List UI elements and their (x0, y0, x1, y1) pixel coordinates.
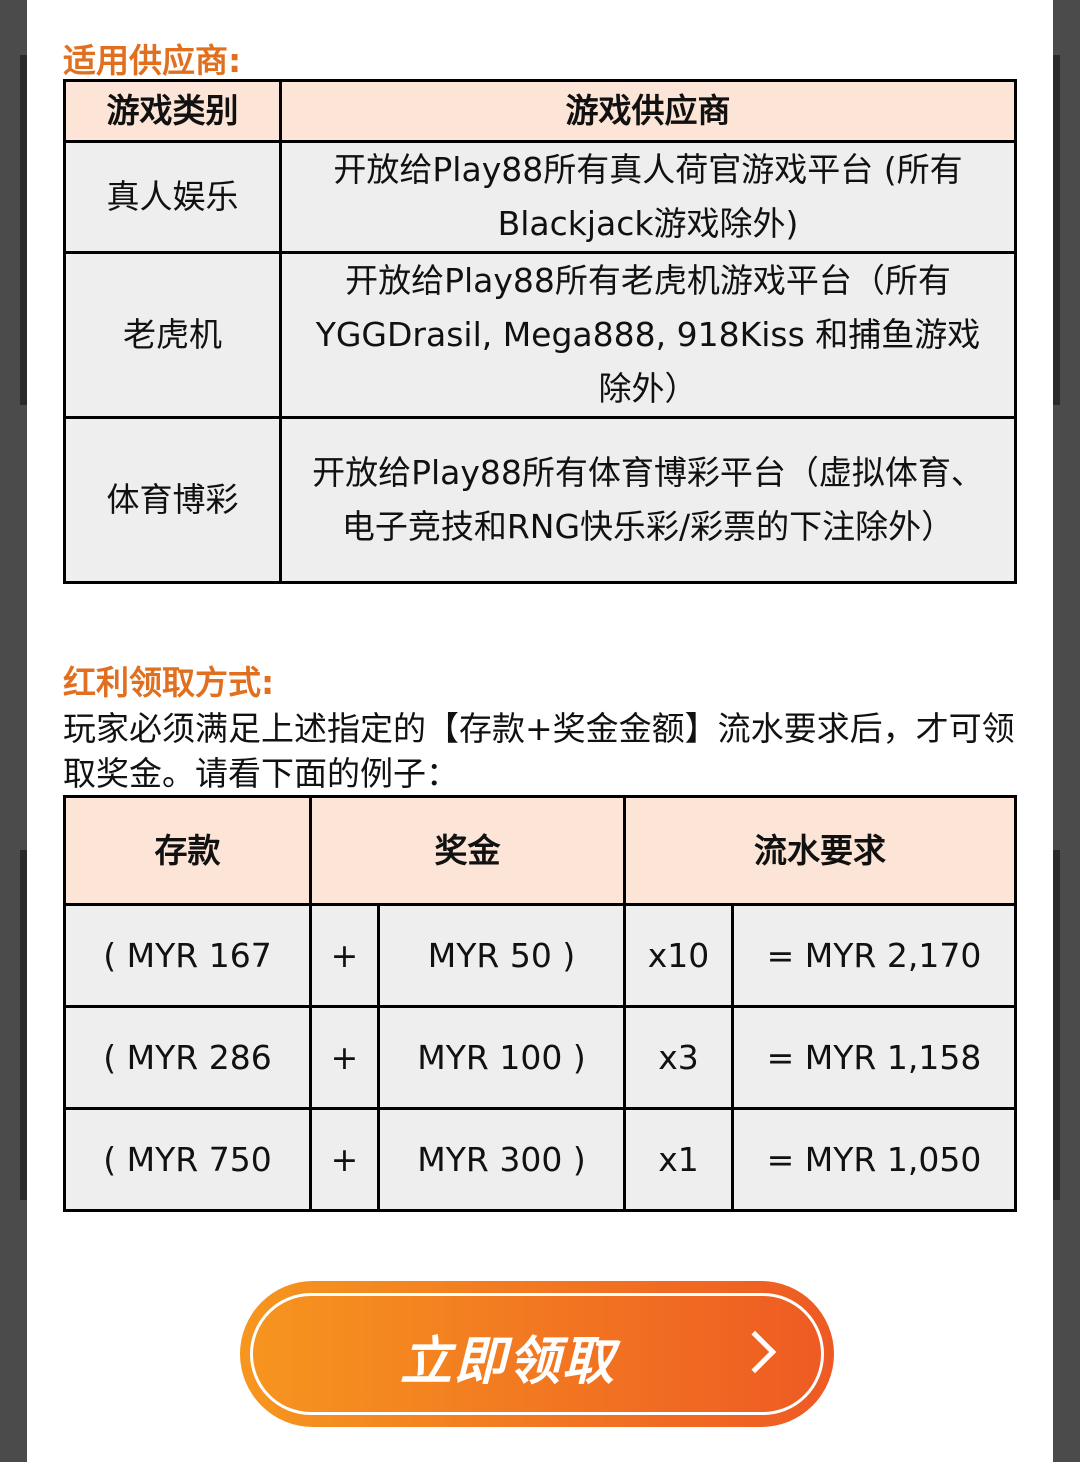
bonus-cell: MYR 100 ) (377, 1005, 626, 1110)
header-deposit: 存款 (63, 795, 312, 906)
table-row: 真人娱乐 开放给Play88所有真人荷官游戏平台 (所有Blackjack游戏除… (63, 140, 1017, 254)
plus-cell: + (309, 1107, 380, 1212)
header-providers: 游戏供应商 (279, 79, 1017, 143)
table-row: ( MYR 286 + MYR 100 ) x3 = MYR 1,158 (63, 1005, 1017, 1110)
providers-heading: 适用供应商: (63, 41, 242, 80)
claim-description: 玩家必须满足上述指定的【存款+奖金金额】流水要求后，才可领取奖金。请看下面的例子… (63, 709, 1015, 793)
multiplier-cell: x1 (623, 1107, 734, 1212)
claim-now-label: 立即领取 (400, 1332, 617, 1392)
button-border (250, 1293, 824, 1415)
category-cell: 体育博彩 (63, 416, 282, 584)
promo-content: 适用供应商: 游戏类别 游戏供应商 真人娱乐 开放给Play88所有真人荷官游戏… (27, 0, 1053, 1462)
category-cell: 真人娱乐 (63, 140, 282, 254)
deposit-cell: ( MYR 286 (63, 1005, 312, 1110)
providers-cell: 开放给Play88所有真人荷官游戏平台 (所有Blackjack游戏除外) (279, 140, 1017, 254)
bonus-cell: MYR 300 ) (377, 1107, 626, 1212)
table-row: ( MYR 750 + MYR 300 ) x1 = MYR 1,050 (63, 1107, 1017, 1212)
claim-table: 存款 奖金 流水要求 ( MYR 167 + MYR 50 ) x10 = MY… (63, 795, 1017, 1212)
total-cell: = MYR 1,158 (731, 1005, 1017, 1110)
claim-heading: 红利领取方式: (63, 663, 275, 702)
table-row: ( MYR 167 + MYR 50 ) x10 = MYR 2,170 (63, 903, 1017, 1008)
multiplier-cell: x3 (623, 1005, 734, 1110)
header-bonus: 奖金 (309, 795, 626, 906)
claim-now-button[interactable]: 立即领取 (240, 1281, 834, 1427)
bonus-cell: MYR 50 ) (377, 903, 626, 1008)
total-cell: = MYR 1,050 (731, 1107, 1017, 1212)
table-row: 老虎机 开放给Play88所有老虎机游戏平台（所有YGGDrasil, Mega… (63, 251, 1017, 419)
deposit-cell: ( MYR 167 (63, 903, 312, 1008)
providers-cell: 开放给Play88所有老虎机游戏平台（所有YGGDrasil, Mega888,… (279, 251, 1017, 419)
multiplier-cell: x10 (623, 903, 734, 1008)
plus-cell: + (309, 1005, 380, 1110)
plus-cell: + (309, 903, 380, 1008)
total-cell: = MYR 2,170 (731, 903, 1017, 1008)
deposit-cell: ( MYR 750 (63, 1107, 312, 1212)
header-turnover: 流水要求 (623, 795, 1017, 906)
table-row: 体育博彩 开放给Play88所有体育博彩平台（虚拟体育、电子竞技和RNG快乐彩/… (63, 416, 1017, 584)
category-cell: 老虎机 (63, 251, 282, 419)
providers-cell: 开放给Play88所有体育博彩平台（虚拟体育、电子竞技和RNG快乐彩/彩票的下注… (279, 416, 1017, 584)
providers-table: 游戏类别 游戏供应商 真人娱乐 开放给Play88所有真人荷官游戏平台 (所有B… (63, 79, 1017, 584)
header-category: 游戏类别 (63, 79, 282, 143)
